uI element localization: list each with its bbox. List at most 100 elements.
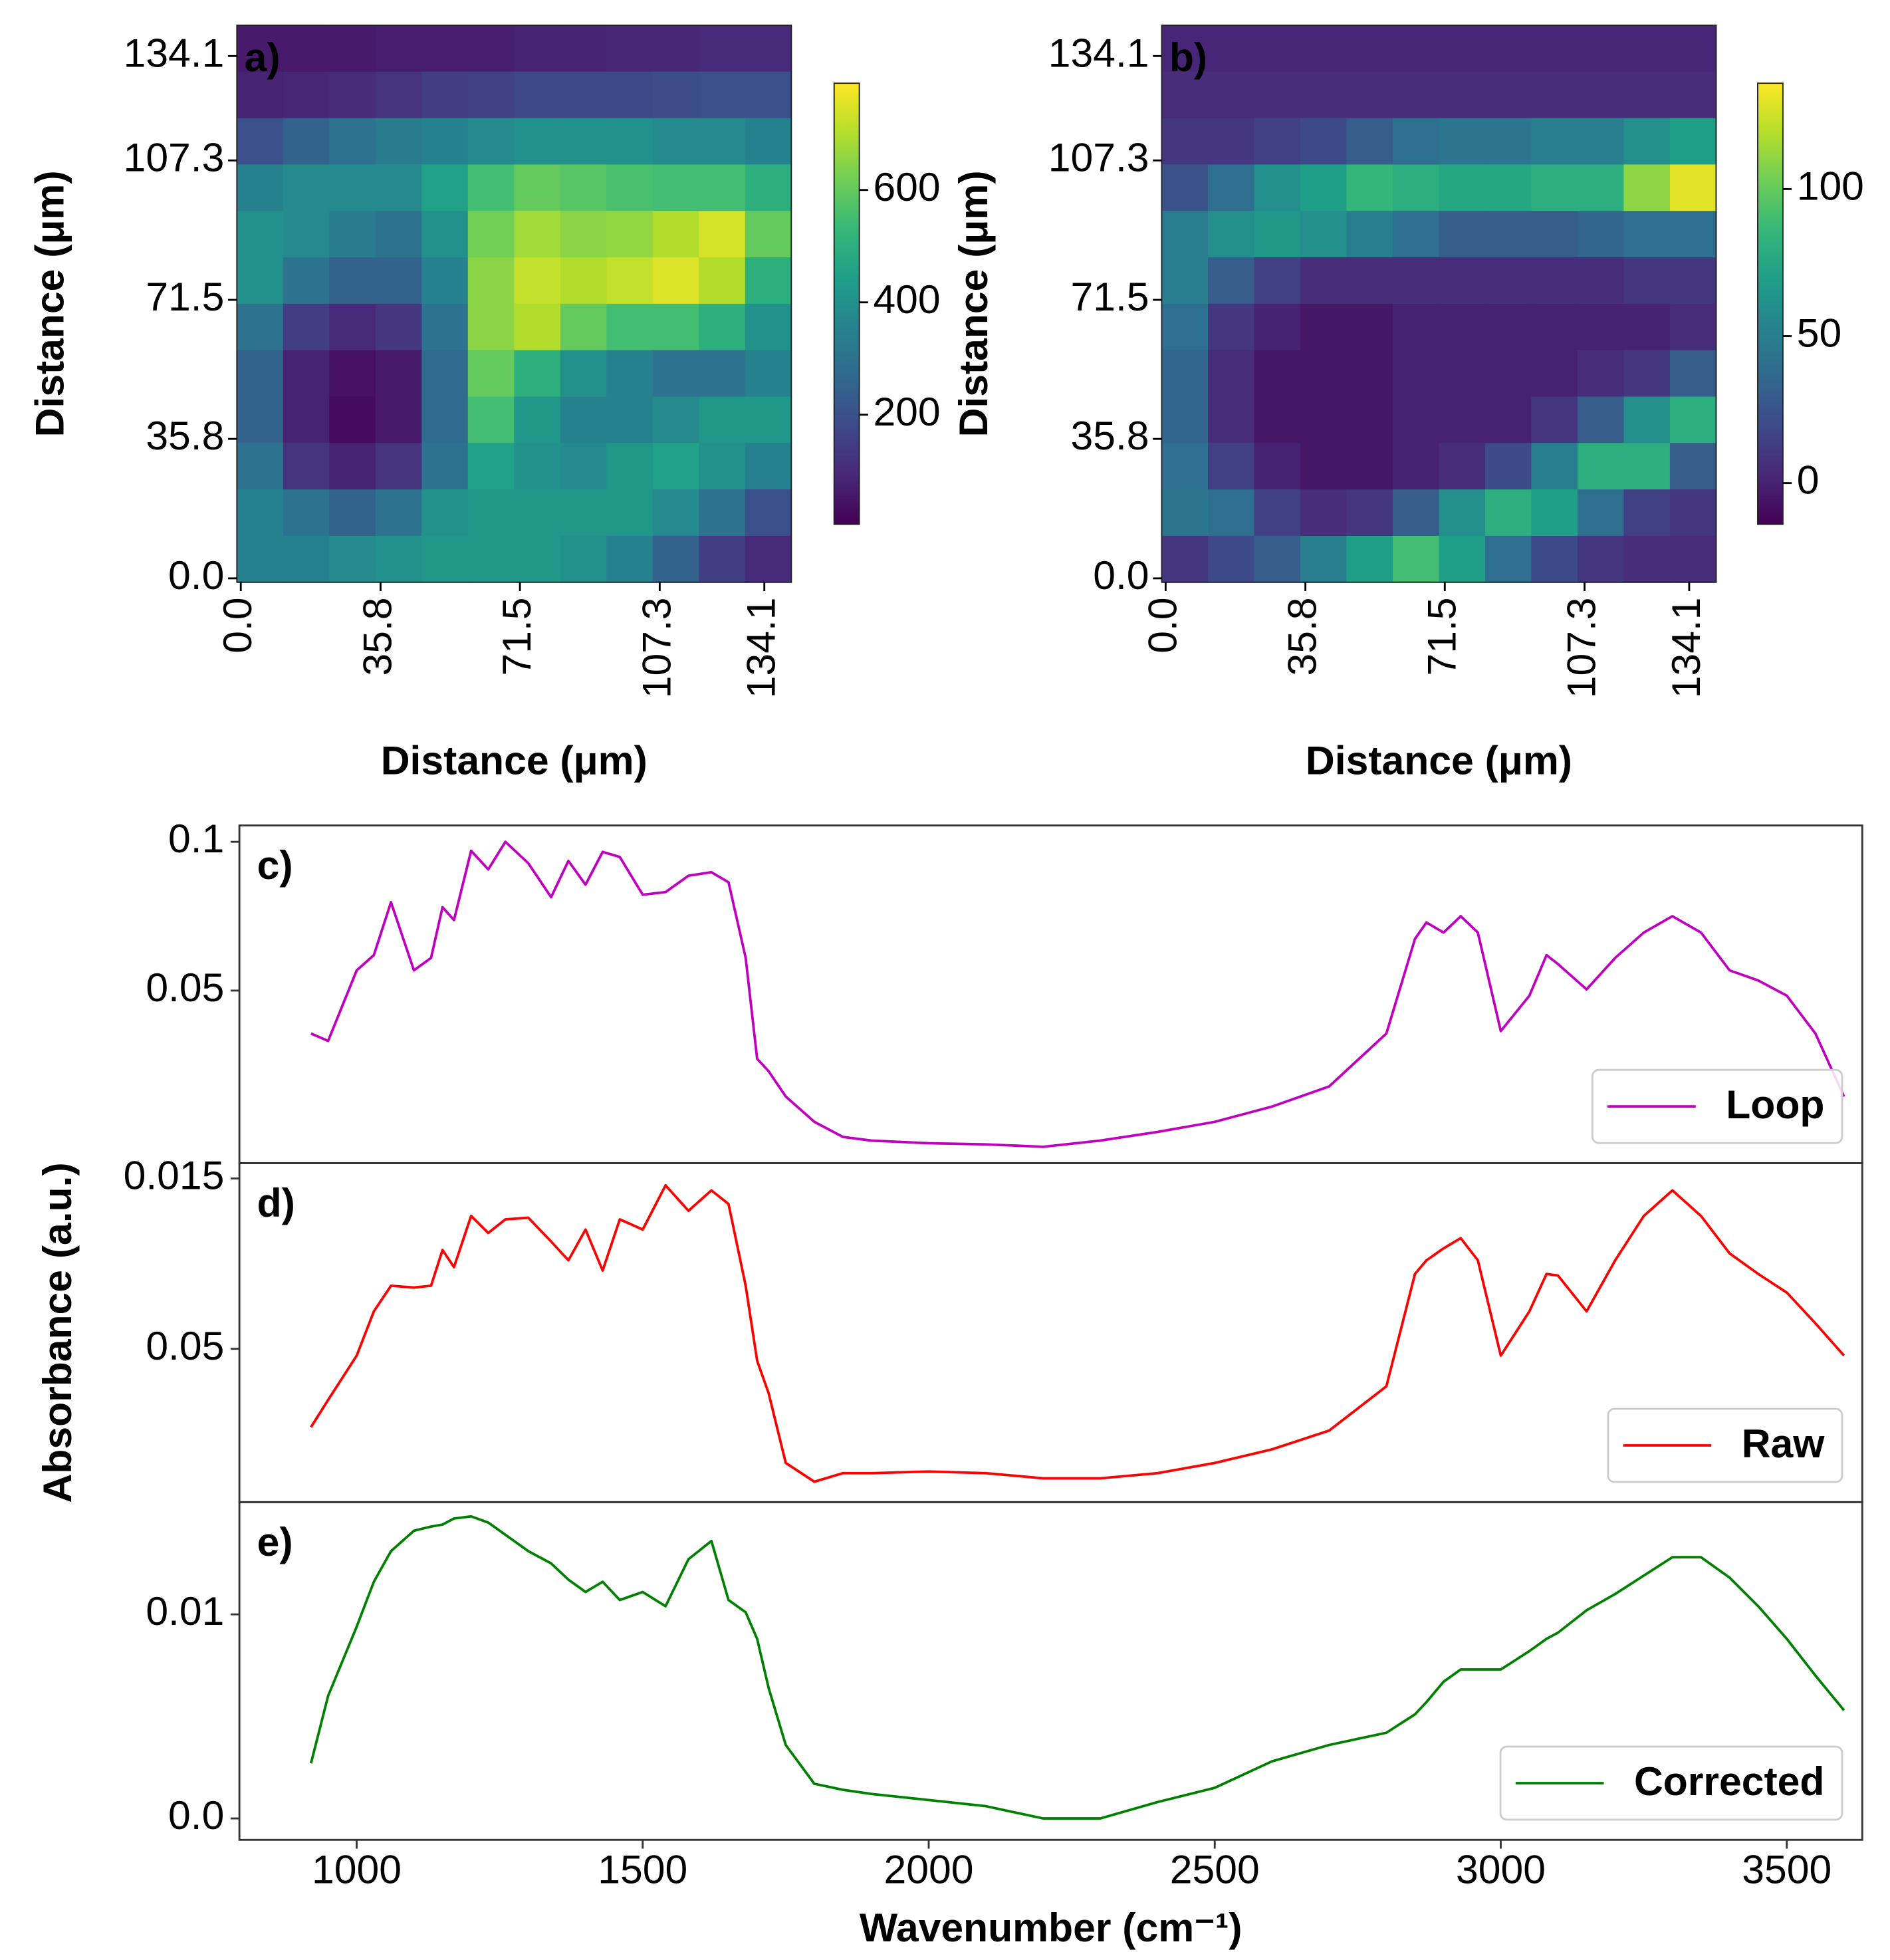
- heatmap-cell: [237, 350, 284, 398]
- x-tick-label: 134.1: [1663, 597, 1709, 698]
- heatmap-cell: [745, 164, 792, 212]
- heatmap-cell: [1669, 257, 1717, 305]
- panel-label: c): [257, 842, 293, 888]
- heatmap-cell: [283, 118, 330, 166]
- panel-label: b): [1169, 35, 1207, 80]
- heatmap-cell: [745, 350, 792, 398]
- heatmap-cell: [699, 303, 746, 351]
- heatmap-cell: [421, 350, 469, 398]
- heatmap-cell: [467, 535, 515, 583]
- heatmap-cell: [514, 164, 561, 212]
- heatmap-cell: [421, 396, 469, 444]
- heatmap-cell: [1669, 443, 1717, 491]
- heatmap-cell: [1531, 25, 1578, 72]
- y-axis-label: Distance (μm): [27, 170, 72, 437]
- y-tick-label: 0.0: [168, 552, 224, 598]
- heatmap-cell: [652, 257, 700, 305]
- heatmap-cell: [1346, 443, 1393, 491]
- heatmap-cell: [375, 396, 423, 444]
- heatmap-cell: [560, 118, 608, 166]
- heatmap-cell: [1669, 25, 1717, 72]
- heatmap-cell: [375, 211, 423, 259]
- heatmap-cell: [745, 211, 792, 259]
- x-tick-label: 3500: [1742, 1847, 1831, 1892]
- heatmap-cell: [1531, 211, 1578, 259]
- legend-label: Raw: [1742, 1421, 1826, 1466]
- heatmap-cell: [1300, 443, 1348, 491]
- heatmap-cell: [1669, 350, 1717, 398]
- heatmap-cell: [560, 535, 608, 583]
- heatmap-cell: [1669, 535, 1717, 583]
- heatmap-cell: [421, 71, 469, 119]
- heatmap-cell: [1669, 164, 1717, 212]
- x-tick-label: 107.3: [1559, 597, 1604, 698]
- heatmap-cell: [237, 489, 284, 537]
- legend-label: Loop: [1726, 1082, 1824, 1127]
- heatmap-cell: [1207, 396, 1255, 444]
- heatmap-cell: [375, 443, 423, 491]
- heatmap-cell: [1392, 71, 1440, 119]
- legend-box: [1591, 1068, 1843, 1144]
- heatmap-cell: [1439, 303, 1486, 351]
- heatmap-cell: [1300, 25, 1348, 72]
- heatmap-cell: [421, 257, 469, 305]
- heatmap-cell: [283, 489, 330, 537]
- y-tick-label: 0.0: [1093, 552, 1149, 598]
- data-line: [309, 1515, 1845, 1820]
- heatmap-cell: [329, 118, 376, 166]
- heatmap-cell: [1346, 303, 1393, 351]
- heatmap-cell: [1392, 257, 1440, 305]
- heatmap-cell: [699, 535, 746, 583]
- data-line: [310, 840, 1845, 1148]
- plot-frame: [1161, 25, 1717, 583]
- heatmap-cell: [606, 443, 653, 491]
- heatmap-cell: [329, 71, 376, 119]
- heatmap-cell: [1346, 396, 1393, 444]
- heatmap-cell: [560, 489, 608, 537]
- heatmap-cell: [1161, 71, 1209, 119]
- y-tick-label: 134.1: [124, 30, 225, 75]
- heatmap-cell: [467, 489, 515, 537]
- heatmap-cell: [1346, 164, 1393, 212]
- heatmap-cell: [283, 350, 330, 398]
- heatmap-cell: [329, 443, 376, 491]
- heatmap-cell: [1623, 396, 1671, 444]
- heatmap-cell: [1577, 396, 1625, 444]
- heatmap-cell: [1623, 303, 1671, 351]
- heatmap-cell: [283, 71, 330, 119]
- heatmap-cell: [652, 396, 700, 444]
- heatmap-cell: [237, 118, 284, 166]
- x-tick-label: 2000: [884, 1847, 974, 1892]
- heatmap-cell: [1254, 489, 1301, 537]
- heatmap-cell: [329, 535, 376, 583]
- heatmap-cell: [745, 396, 792, 444]
- heatmap-cell: [1207, 71, 1255, 119]
- heatmap-cell: [1484, 396, 1532, 444]
- heatmap-cell: [329, 25, 376, 72]
- heatmap-cell: [1531, 443, 1578, 491]
- x-tick-label: 0.0: [215, 597, 260, 653]
- heatmap-cell: [1254, 443, 1301, 491]
- y-axis-label: Absorbance (a.u.): [35, 1162, 80, 1503]
- heatmap-cell: [283, 303, 330, 351]
- heatmap-cell: [1300, 396, 1348, 444]
- heatmap-cell: [283, 396, 330, 444]
- heatmap-cell: [1392, 211, 1440, 259]
- heatmap-cell: [1669, 71, 1717, 119]
- x-tick-label: 1500: [598, 1847, 687, 1892]
- heatmap-cell: [652, 71, 700, 119]
- heatmap-cell: [560, 396, 608, 444]
- legend-label: Corrected: [1634, 1759, 1824, 1804]
- heatmap-cell: [1577, 303, 1625, 351]
- heatmap-cell: [1439, 535, 1486, 583]
- heatmap-cell: [1346, 25, 1393, 72]
- heatmap-cell: [1577, 118, 1625, 166]
- heatmap-cell: [1577, 350, 1625, 398]
- heatmap-cell: [1392, 118, 1440, 166]
- heatmap-cell: [1161, 257, 1209, 305]
- y-tick-label: 0.05: [146, 965, 224, 1010]
- heatmap-cell: [1439, 118, 1486, 166]
- heatmap-cell: [1161, 535, 1209, 583]
- heatmap-cell: [606, 25, 653, 72]
- heatmap-cell: [699, 118, 746, 166]
